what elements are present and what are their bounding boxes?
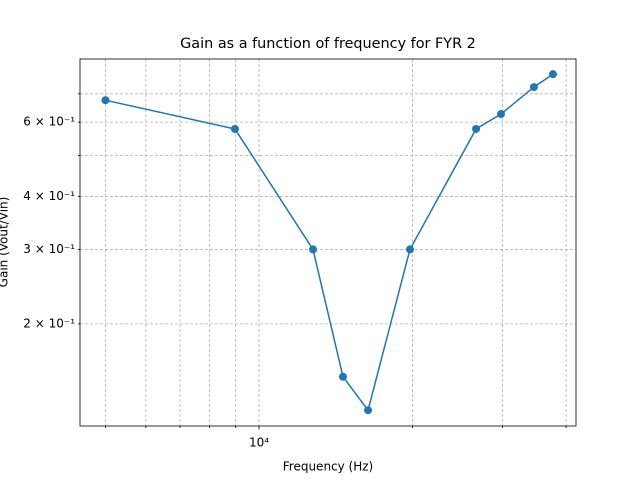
y-tick-label: 3 × 10⁻¹ bbox=[23, 242, 75, 256]
point bbox=[497, 110, 506, 119]
point bbox=[529, 83, 538, 92]
x-tick-label: 10⁴ bbox=[249, 436, 269, 450]
data bbox=[101, 70, 557, 415]
y-tick-label: 2 × 10⁻¹ bbox=[23, 316, 75, 330]
point bbox=[364, 406, 373, 415]
point bbox=[338, 372, 347, 381]
point bbox=[405, 245, 414, 254]
point bbox=[472, 124, 481, 133]
point bbox=[308, 245, 317, 254]
point bbox=[101, 96, 110, 105]
y-tick-label: 4 × 10⁻¹ bbox=[23, 189, 75, 203]
point bbox=[230, 124, 239, 133]
series-line bbox=[105, 73, 554, 412]
axes-frame bbox=[79, 58, 577, 427]
x-axis-label: Frequency (Hz) bbox=[283, 460, 374, 474]
chart-title: Gain as a function of frequency for FYR … bbox=[180, 36, 476, 52]
point bbox=[548, 70, 557, 79]
grid bbox=[80, 59, 576, 426]
y-tick-label: 6 × 10⁻¹ bbox=[23, 115, 75, 129]
y-axis-label: Gain (Vout/Vin) bbox=[0, 197, 11, 288]
